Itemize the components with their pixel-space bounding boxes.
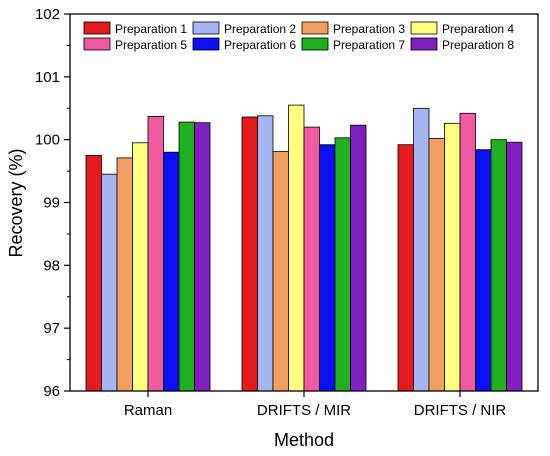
bar-7-1 (178, 121, 195, 392)
legend-swatch (83, 21, 111, 35)
ticks-group: 96 97 98 99 100 101 102 Raman DRIFTS / MIR DRIFTS… (35, 6, 506, 419)
legend-label: Preparation 8 (442, 38, 514, 52)
legend-label: Preparation 4 (442, 22, 514, 36)
y-tick-label: 97 (43, 320, 60, 337)
legend-label: Preparation 6 (224, 38, 296, 52)
bar-4-3 (444, 122, 461, 392)
bar-1-3 (397, 144, 414, 392)
legend-label: Preparation 3 (333, 22, 405, 36)
bar-2-1 (101, 173, 118, 392)
x-tick-label: DRIFTS / MIR (257, 402, 351, 419)
legend-swatch (301, 21, 329, 35)
legend-label: Preparation 2 (224, 22, 296, 36)
legend-label: Preparation 1 (115, 22, 187, 36)
y-tick-label: 96 (43, 383, 60, 400)
y-tick-label: 102 (35, 6, 60, 23)
bar-1-1 (85, 154, 102, 392)
y-axis-title: Recovery (%) (6, 148, 26, 257)
bar-7-3 (490, 139, 507, 392)
bar-3-1 (116, 157, 133, 392)
legend-swatch (301, 37, 329, 51)
bar-8-1 (194, 122, 211, 392)
legend-label: Preparation 7 (333, 38, 405, 52)
bar-6-1 (163, 151, 180, 392)
bar-8-3 (506, 141, 523, 392)
legend-swatch (410, 21, 438, 35)
bar-6-2 (319, 144, 336, 392)
bar-5-3 (459, 112, 476, 392)
legend-label: Preparation 5 (115, 38, 187, 52)
legend-swatch (83, 37, 111, 51)
y-tick-label: 98 (43, 257, 60, 274)
y-tick-label: 99 (43, 195, 60, 212)
x-tick-label: Raman (124, 402, 172, 419)
y-tick-label: 100 (35, 132, 60, 149)
bars-group (85, 104, 523, 392)
bar-4-1 (132, 142, 149, 392)
bar-1-2 (241, 116, 258, 392)
x-axis-title: Method (274, 430, 334, 450)
bar-8-2 (350, 124, 367, 392)
legend-swatch (192, 37, 220, 51)
x-tick-label: DRIFTS / NIR (414, 402, 507, 419)
bar-3-3 (428, 137, 445, 392)
bar-7-2 (334, 137, 351, 392)
y-tick-label: 101 (35, 69, 60, 86)
bar-4-2 (288, 104, 305, 392)
legend-swatch (410, 37, 438, 51)
bar-6-3 (475, 149, 492, 392)
bar-5-2 (303, 126, 320, 392)
bar-2-3 (413, 107, 430, 392)
bar-2-2 (257, 115, 274, 392)
legend-swatch (192, 21, 220, 35)
legend: Preparation 1 Preparation 2 Preparation 3 P… (83, 21, 514, 52)
bar-5-1 (147, 116, 164, 392)
bar-3-2 (272, 151, 289, 392)
